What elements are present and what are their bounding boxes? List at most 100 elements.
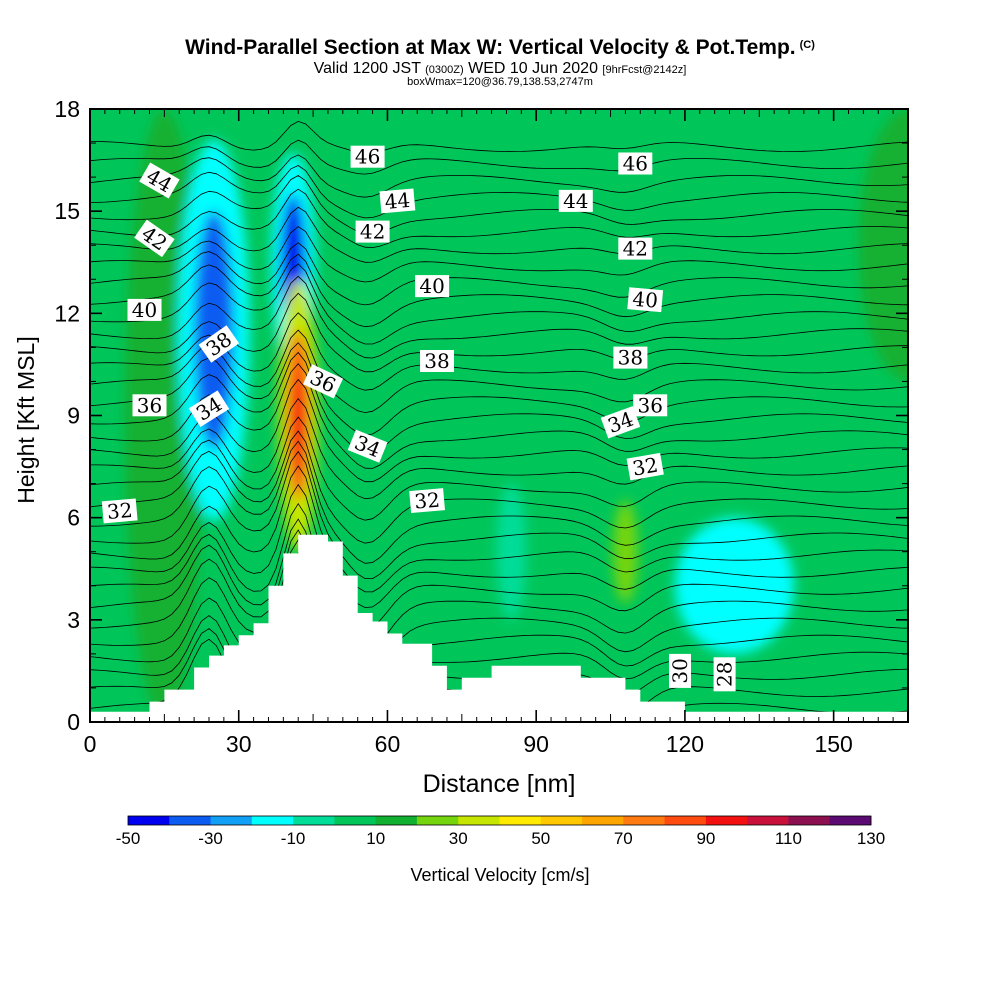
velocity-feature xyxy=(194,211,234,450)
colorbar-swatch xyxy=(499,816,542,825)
contour-label-text: 42 xyxy=(360,220,385,244)
isentrope xyxy=(90,378,908,483)
isentrope xyxy=(90,206,908,263)
contour-label-text: 38 xyxy=(618,346,643,370)
contour-label-box xyxy=(627,287,664,313)
colorbar-swatch xyxy=(458,816,500,825)
isentrope xyxy=(90,465,908,593)
isentrope xyxy=(90,154,908,198)
colorbar-swatch xyxy=(251,816,294,825)
contour-label-box xyxy=(618,152,653,175)
contour-label-box xyxy=(633,394,668,417)
contour-label-text: 44 xyxy=(563,189,588,213)
contour-label: 36 xyxy=(633,393,668,417)
velocity-feature xyxy=(496,483,527,620)
isentrope xyxy=(90,175,908,235)
colorbar-tick-label: 50 xyxy=(531,829,550,848)
isentrope xyxy=(90,226,908,283)
plot-area xyxy=(90,109,908,722)
x-tick-label: 120 xyxy=(666,731,704,757)
contour-label-box xyxy=(350,145,385,168)
colorbar-swatch xyxy=(664,816,707,825)
isentrope xyxy=(90,253,908,328)
colorbar-swatch xyxy=(829,816,872,825)
contour-label: 30 xyxy=(668,653,692,688)
contour-label-box xyxy=(669,653,691,688)
chart-subtitle: Valid 1200 JST (0300Z) WED 10 Jun 2020 [… xyxy=(313,60,687,77)
isentrope xyxy=(90,165,908,219)
velocity-feature xyxy=(674,517,794,654)
contour-label-text: 42 xyxy=(623,237,648,261)
colorbar-tick-label: 70 xyxy=(614,829,633,848)
isentrope xyxy=(90,518,908,652)
colorbar-swatch xyxy=(293,816,335,825)
contour-label: 46 xyxy=(350,145,385,169)
isentrope xyxy=(90,483,908,609)
isentrope xyxy=(90,188,908,249)
colorbar-tick-label: -30 xyxy=(198,829,223,848)
colorbar-swatch xyxy=(169,816,211,825)
contour-label: 42 xyxy=(355,220,390,244)
terrain xyxy=(90,534,908,722)
colorbar-swatch xyxy=(334,816,377,825)
contour-label-box xyxy=(302,364,344,399)
chart-box-info: boxWmax=120@36.79,138.53,2747m xyxy=(407,76,593,88)
contour-label-box xyxy=(558,189,593,212)
contour-label-box xyxy=(600,406,641,439)
x-axis-label: Distance [nm] xyxy=(423,770,576,798)
contour-label: 44 xyxy=(379,188,416,214)
contour-label-box xyxy=(127,298,162,321)
isentrope xyxy=(90,342,908,436)
y-tick-label: 0 xyxy=(67,709,80,735)
contour-label: 42 xyxy=(618,237,653,261)
contour-label: 36 xyxy=(302,364,344,399)
x-tick-label: 60 xyxy=(375,731,401,757)
y-tick-label: 6 xyxy=(67,505,80,531)
colorbar-tick-label: 90 xyxy=(696,829,715,848)
contour-label: 40 xyxy=(127,298,162,322)
isentrope xyxy=(90,275,908,359)
contour-label-text: 30 xyxy=(668,658,692,683)
contour-label-text: 32 xyxy=(413,488,440,514)
contour-label-box xyxy=(355,220,390,243)
colorbar-swatch xyxy=(788,816,831,825)
colorbar-swatch xyxy=(210,816,253,825)
contour-label: 38 xyxy=(420,349,454,373)
contour-label-text: 36 xyxy=(137,393,162,417)
contour-label: 32 xyxy=(101,498,138,524)
velocity-feature xyxy=(613,500,638,603)
x-tick-label: 150 xyxy=(814,731,852,757)
y-tick-label: 9 xyxy=(67,403,80,429)
contour-label-text: 46 xyxy=(623,152,648,176)
contour-label-text: 32 xyxy=(631,453,660,481)
contour-label-text: 40 xyxy=(631,287,658,313)
colorbar-tick-label: -10 xyxy=(281,829,306,848)
colorbar-frame xyxy=(127,815,872,826)
colorbar-swatch xyxy=(416,816,459,825)
contour-label: 38 xyxy=(613,346,648,370)
contour-label-box xyxy=(415,275,450,298)
colorbar-tick-label: 110 xyxy=(775,829,802,848)
contour-label: 46 xyxy=(618,152,653,176)
contour-label: 40 xyxy=(415,274,450,298)
contour-label-text: 38 xyxy=(424,349,449,373)
contour-label: 36 xyxy=(132,393,167,417)
contour-label-box xyxy=(379,188,416,214)
contour-label-box xyxy=(420,350,454,372)
isentrope xyxy=(90,120,908,154)
colorbar-label: Vertical Velocity [cm/s] xyxy=(410,865,589,885)
colorbar-swatch xyxy=(582,816,624,825)
chart-title: Wind-Parallel Section at Max W: Vertical… xyxy=(185,36,815,59)
contour-label: 28 xyxy=(713,657,737,692)
contour-label-box xyxy=(626,452,664,481)
colorbar-tick-label: 10 xyxy=(366,829,385,848)
contour-label: 32 xyxy=(626,452,664,481)
colorbar-tick-label: 30 xyxy=(449,829,468,848)
colorbar-swatch xyxy=(747,816,789,825)
isentrope xyxy=(90,450,908,579)
contour-label: 32 xyxy=(409,488,445,514)
contour-label-box xyxy=(347,429,388,463)
y-tick-label: 18 xyxy=(54,96,80,122)
contour-label-text: 46 xyxy=(355,145,380,169)
